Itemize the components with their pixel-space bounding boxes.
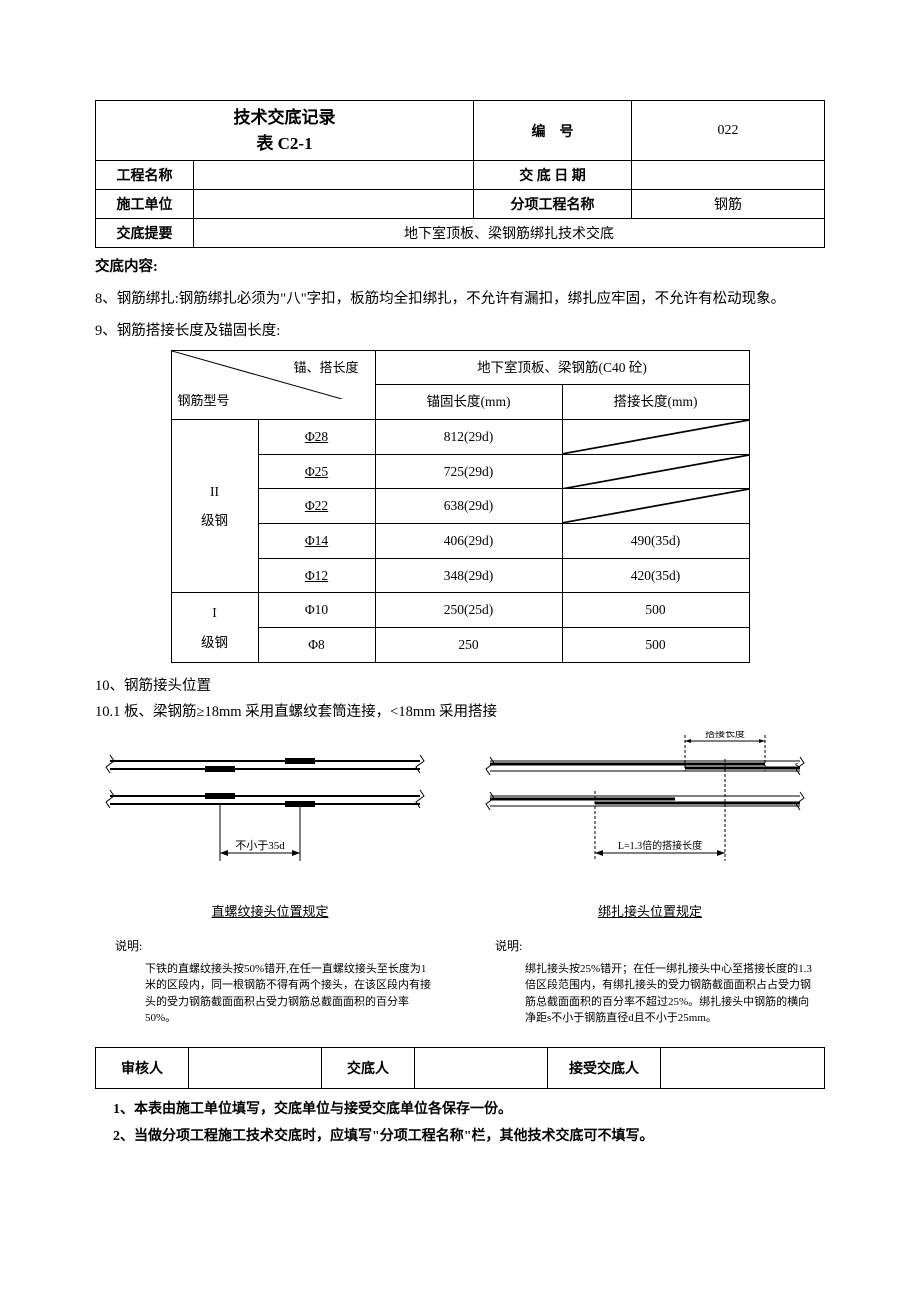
lap-joint-diagram: 搭接长度 s [475, 731, 815, 881]
rebar-lap: 490(35d) [562, 524, 749, 559]
right-caption: 绑扎接头位置规定 [475, 898, 825, 927]
content-heading: 交底内容: [95, 252, 825, 284]
sig-reviewer-value [189, 1047, 322, 1088]
rebar-lap [562, 489, 749, 524]
summary-value: 地下室顶板、梁钢筋绑扎技术交底 [194, 219, 825, 248]
sig-receiver-label: 接受交底人 [548, 1047, 661, 1088]
header-table: 技术交底记录 表 C2-1 编 号 022 工程名称 交 底 日 期 施工单位 … [95, 100, 825, 248]
unit-value [194, 190, 474, 219]
paragraph-9: 9、钢筋搭接长度及锚固长度: [95, 316, 825, 348]
sig-receiver-value [661, 1047, 825, 1088]
date-label: 交 底 日 期 [474, 161, 632, 190]
form-title-1: 技术交底记录 [102, 105, 467, 131]
rebar-lap: 420(35d) [562, 558, 749, 593]
diag-header-cell: 锚、搭长度 钢筋型号 [171, 350, 375, 419]
rebar-anchor: 812(29d) [375, 420, 562, 455]
paragraph-10: 10、钢筋接头位置 [95, 673, 825, 699]
left-dim-label: 不小于35d [235, 839, 285, 852]
rebar-anchor: 250 [375, 628, 562, 663]
rebar-lap [562, 454, 749, 489]
svg-text:s: s [795, 760, 799, 771]
content-block: 交底内容: 8、钢筋绑扎:钢筋绑扎必须为"八"字扣，板筋均全扣绑扎，不允许有漏扣… [95, 248, 825, 1027]
rebar-phi: Φ22 [258, 489, 375, 524]
group-i-label: I级钢 [171, 593, 258, 662]
diagram-row: 不小于35d 直螺纹接头位置规定 说明: 下铁的直螺纹接头按50%错开,在任一直… [95, 731, 825, 1027]
diagram-right: 搭接长度 s [475, 731, 825, 1027]
rebar-lap: 500 [562, 593, 749, 628]
unit-label: 施工单位 [96, 190, 194, 219]
rebar-phi: Φ28 [258, 420, 375, 455]
diagram-left: 不小于35d 直螺纹接头位置规定 说明: 下铁的直螺纹接头按50%错开,在任一直… [95, 731, 445, 1027]
diag-bottom-label: 钢筋型号 [178, 387, 230, 416]
sig-deliverer-label: 交底人 [322, 1047, 415, 1088]
subitem-label: 分项工程名称 [474, 190, 632, 219]
rebar-anchor: 725(29d) [375, 454, 562, 489]
anchor-col-header: 锚固长度(mm) [375, 385, 562, 420]
rebar-phi: Φ14 [258, 524, 375, 559]
project-name-value [194, 161, 474, 190]
left-explain-text: 下铁的直螺纹接头按50%错开,在任一直螺纹接头至长度为1米的区段内，同一根钢筋不… [145, 961, 445, 1027]
right-dim-label: L=1.3倍的搭接长度 [618, 839, 702, 852]
rebar-phi: Φ12 [258, 558, 375, 593]
diag-top-label: 锚、搭长度 [293, 354, 358, 383]
right-explain-text: 绑扎接头按25%错开；在任一绑扎接头中心至搭接长度的1.3倍区段范围内，有绑扎接… [525, 961, 825, 1027]
subitem-value: 钢筋 [632, 190, 825, 219]
footnotes: 1、本表由施工单位填写，交底单位与接受交底单位各保存一份。 2、当做分项工程施工… [113, 1097, 825, 1150]
project-name-label: 工程名称 [96, 161, 194, 190]
right-explain-label: 说明: [495, 933, 825, 959]
date-value [632, 161, 825, 190]
paragraph-8: 8、钢筋绑扎:钢筋绑扎必须为"八"字扣，板筋均全扣绑扎，不允许有漏扣，绑扎应牢固… [95, 284, 825, 316]
lap-col-header: 搭接长度(mm) [562, 385, 749, 420]
rebar-phi: Φ10 [258, 593, 375, 628]
rebar-lap [562, 420, 749, 455]
rebar-lap: 500 [562, 628, 749, 663]
form-title-2: 表 C2-1 [102, 131, 467, 157]
left-caption: 直螺纹接头位置规定 [95, 898, 445, 927]
footnote-2: 2、当做分项工程施工技术交底时，应填写"分项工程名称"栏，其他技术交底可不填写。 [113, 1124, 825, 1151]
rebar-table: 锚、搭长度 钢筋型号 地下室顶板、梁钢筋(C40 砼) 锚固长度(mm) 搭接长… [171, 350, 750, 663]
summary-label: 交底提要 [96, 219, 194, 248]
right-top-label: 搭接长度 [705, 731, 745, 740]
rebar-anchor: 348(29d) [375, 558, 562, 593]
rebar-anchor: 406(29d) [375, 524, 562, 559]
bianhao-label: 编 号 [474, 101, 632, 161]
sig-reviewer-label: 审核人 [96, 1047, 189, 1088]
rebar-phi: Φ25 [258, 454, 375, 489]
footnote-1: 1、本表由施工单位填写，交底单位与接受交底单位各保存一份。 [113, 1097, 825, 1124]
sig-deliverer-value [415, 1047, 548, 1088]
rebar-anchor: 250(25d) [375, 593, 562, 628]
col2-header: 地下室顶板、梁钢筋(C40 砼) [375, 350, 749, 385]
rebar-anchor: 638(29d) [375, 489, 562, 524]
left-explain-label: 说明: [115, 933, 445, 959]
rebar-phi: Φ8 [258, 628, 375, 663]
thread-joint-diagram: 不小于35d [95, 731, 435, 881]
signature-table: 审核人 交底人 接受交底人 [95, 1047, 825, 1089]
group-ii-label: II级钢 [171, 420, 258, 593]
bianhao-value: 022 [632, 101, 825, 161]
paragraph-10-1: 10.1 板、梁钢筋≥18mm 采用直螺纹套筒连接，<18mm 采用搭接 [95, 699, 825, 725]
